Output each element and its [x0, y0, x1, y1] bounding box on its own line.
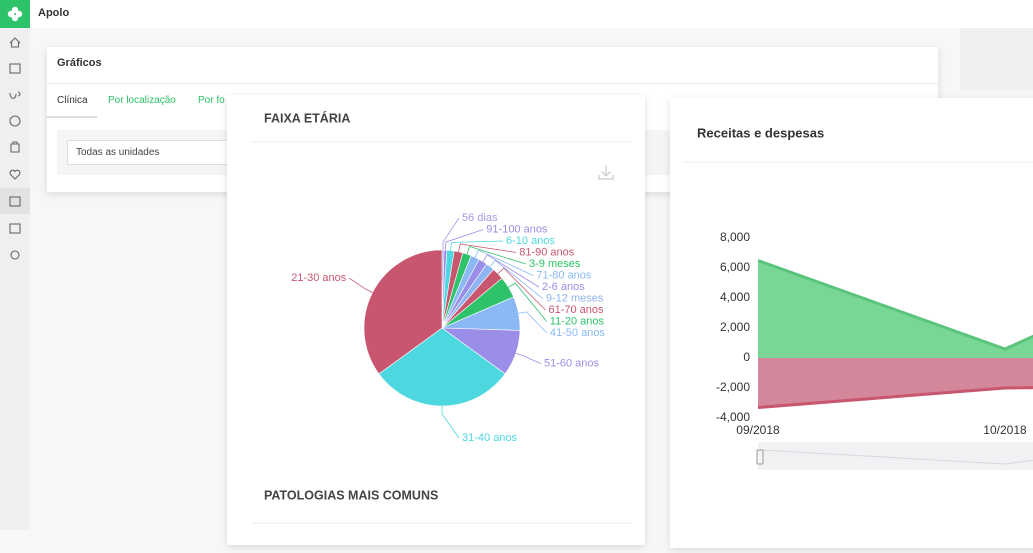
label-connector — [442, 217, 460, 251]
bag-icon[interactable] — [10, 141, 20, 153]
label-connector — [515, 352, 542, 364]
label-connector — [482, 254, 540, 288]
slice-label: 61-70 anos — [548, 304, 604, 316]
area-fill — [758, 358, 1033, 408]
slice-label: 56 dias — [462, 212, 498, 224]
y-tick-label: -4,000 — [716, 410, 750, 424]
chart-title: FAIXA ETÁRIA — [264, 110, 350, 125]
slice-label: 9-12 meses — [546, 292, 604, 304]
download-icon[interactable] — [598, 165, 614, 180]
pie-slice — [363, 249, 443, 375]
slice-label: 91-100 anos — [486, 223, 548, 235]
x-tick-label: 10/2018 — [983, 423, 1027, 437]
label-connector — [466, 246, 527, 265]
sidebar-icons — [0, 37, 30, 260]
navigator[interactable] — [758, 442, 1033, 470]
navigator-line — [759, 449, 1033, 465]
y-tick-label: -2,000 — [716, 380, 750, 394]
slice-label: 3-9 meses — [529, 258, 581, 270]
label-connector — [474, 249, 534, 276]
label-connector — [349, 277, 373, 293]
area-line — [757, 386, 1033, 409]
top-bar — [0, 0, 1033, 28]
pie-chart: FAIXA ETÁRIA PATOLOGIAS MAIS COMUNS 56 d… — [252, 110, 632, 524]
slice-label: 6-10 anos — [506, 235, 555, 247]
y-tick-label: 2,000 — [720, 320, 750, 334]
age-card: FAIXA ETÁRIA PATOLOGIAS MAIS COMUNS 56 d… — [227, 95, 645, 545]
y-tick-label: 4,000 — [720, 290, 750, 304]
slice-label: 71-80 anos — [536, 269, 592, 281]
tab[interactable]: Por fo — [198, 95, 225, 106]
slice-label: 31-40 anos — [462, 432, 518, 444]
label-connector — [450, 240, 504, 251]
card-title: Gráficos — [57, 57, 102, 69]
slice-label: 41-50 anos — [550, 327, 606, 339]
app-name: Apolo — [38, 7, 70, 19]
stethoscope-icon[interactable] — [9, 91, 21, 99]
revenue-card: Receitas e despesas -4,000 -2,000 0 2,000 4,… — [670, 98, 1033, 548]
active-item — [0, 188, 30, 214]
logo[interactable] — [0, 0, 30, 28]
label-connector — [458, 243, 517, 253]
chart-title: Receitas e despesas — [697, 125, 824, 140]
tab[interactable]: Clínica — [57, 95, 88, 106]
heart-icon[interactable] — [9, 169, 21, 180]
y-tick-label: 6,000 — [720, 260, 750, 274]
chart-icon[interactable] — [9, 196, 21, 207]
calendar-icon[interactable] — [9, 63, 21, 74]
background-panel — [960, 28, 1033, 90]
slice-label: 21-30 anos — [291, 272, 347, 284]
page: {"app": {"name": "Apolo", "card": {"titl… — [0, 0, 1033, 530]
area-chart: Receitas e despesas -4,000 -2,000 0 2,000 4,… — [683, 125, 1033, 470]
navigator-handle[interactable] — [756, 449, 764, 465]
y-tick-label: 0 — [743, 350, 750, 364]
home-icon[interactable] — [9, 37, 21, 48]
label-connector — [518, 311, 548, 334]
label-connector — [441, 406, 460, 439]
pie-slice — [378, 327, 506, 407]
x-tick-label: 09/2018 — [736, 423, 780, 437]
slice-label: 2-6 anos — [542, 281, 585, 293]
select-text: Todas as unidades — [76, 147, 160, 158]
settings-icon[interactable] — [10, 250, 20, 260]
slice-label: 81-90 anos — [519, 246, 575, 258]
slice-label: 51-60 anos — [544, 358, 600, 370]
slice-label: 11-20 anos — [550, 315, 605, 327]
section-title: PATOLOGIAS MAIS COMUNS — [264, 488, 438, 502]
area-line — [757, 259, 1033, 351]
label-connector — [497, 267, 546, 311]
area-fill — [758, 260, 1033, 358]
logo-icon — [7, 6, 23, 22]
money-icon[interactable] — [9, 115, 21, 127]
label-connector — [508, 282, 548, 322]
table-icon[interactable] — [9, 223, 21, 234]
sidebar — [0, 28, 30, 530]
y-tick-label: 8,000 — [720, 230, 750, 244]
unit-select[interactable]: Todas as unidades — [67, 140, 249, 165]
label-connector — [489, 259, 544, 299]
divider — [47, 83, 938, 84]
label-connector — [445, 229, 484, 251]
tab[interactable]: Por localização — [108, 95, 176, 106]
tab-underline — [47, 116, 97, 118]
